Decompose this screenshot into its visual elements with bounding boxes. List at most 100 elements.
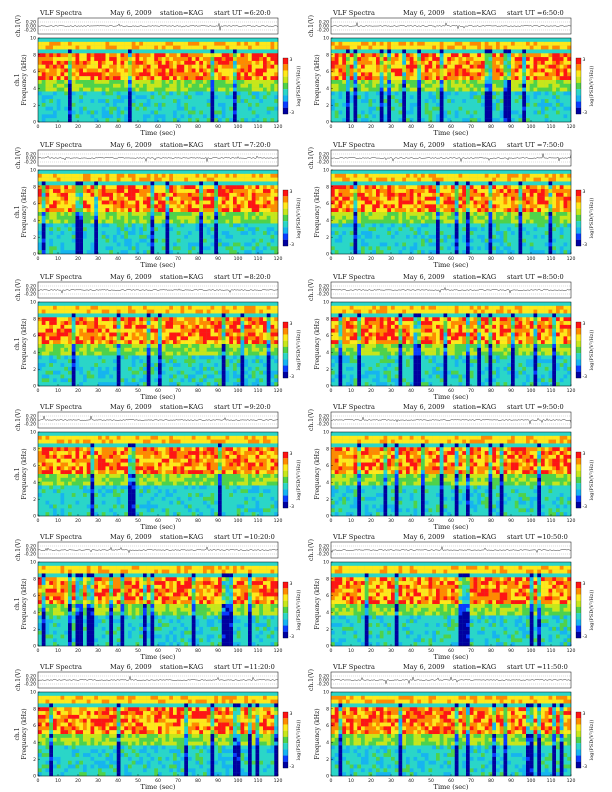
- spectrogram-cell: [158, 53, 162, 58]
- spectrogram-cell: [481, 80, 485, 84]
- spectrogram-cell: [86, 173, 91, 178]
- spectrogram-cell: [559, 38, 564, 42]
- spectrogram-cell: [86, 80, 91, 84]
- spectrogram-cell: [154, 208, 159, 213]
- spectrogram-cell: [105, 219, 110, 224]
- spectrogram-cell: [105, 223, 110, 228]
- spectrogram-cell: [94, 189, 99, 194]
- spectrogram-cell: [248, 173, 252, 178]
- spectrogram-cell: [128, 181, 132, 186]
- spectrogram-cell: [158, 64, 162, 69]
- spectrogram-cell: [244, 95, 249, 100]
- spectrogram-cell: [372, 234, 377, 239]
- spectrogram-cell: [331, 99, 335, 104]
- spectrogram-cell: [191, 238, 196, 243]
- spectrogram-cell: [105, 189, 110, 194]
- spectrogram-cell: [244, 234, 249, 239]
- spectrogram-cell: [274, 234, 279, 239]
- spectrogram-cell: [109, 242, 114, 247]
- spectrogram-cell: [552, 87, 557, 92]
- spectrogram-cell: [421, 38, 425, 42]
- spectrogram-cell: [113, 57, 117, 62]
- spectrogram-cell: [266, 185, 271, 190]
- spectrogram-cell: [248, 38, 252, 42]
- spectrogram-cell: [165, 181, 170, 186]
- spectrogram-cell: [116, 215, 121, 220]
- spectrogram-cell: [90, 91, 95, 96]
- spectrogram-cell: [86, 49, 91, 54]
- spectrogram-cell: [439, 49, 444, 54]
- spectrogram-cell: [537, 80, 542, 84]
- spectrogram-cell: [334, 72, 339, 77]
- spectrogram-cell: [391, 196, 395, 201]
- spectrogram-cell: [255, 250, 260, 255]
- spectrogram-cell: [263, 45, 267, 50]
- spectrogram-cell: [417, 72, 422, 77]
- spectrogram-cell: [56, 227, 61, 232]
- spectrogram-cell: [503, 45, 508, 50]
- spectrogram-cell: [221, 204, 226, 209]
- spectrogram-cell: [379, 41, 384, 46]
- spectrogram-cell: [143, 102, 147, 107]
- spectrogram-cell: [488, 102, 493, 107]
- spectrogram-cell: [391, 76, 395, 81]
- spectrogram-cell: [499, 72, 504, 77]
- spectrogram-cell: [424, 114, 429, 119]
- spectrogram-cell: [544, 53, 549, 58]
- spectrogram-cell: [263, 72, 267, 77]
- spectrogram-cell: [56, 53, 61, 58]
- spectrogram-cell: [143, 231, 147, 236]
- spectrogram-cell: [334, 76, 339, 81]
- spectrogram-cell: [101, 38, 106, 42]
- spectrogram-cell: [376, 53, 380, 58]
- spectrogram-cell: [71, 91, 76, 96]
- spectrogram-cell: [338, 181, 343, 186]
- spectrogram-cell: [503, 95, 508, 100]
- spectrogram-cell: [214, 185, 219, 190]
- spectrogram-cell: [522, 60, 527, 65]
- spectrogram-cell: [270, 76, 275, 81]
- spectrogram-cell: [526, 83, 530, 88]
- spectrogram-cell: [233, 208, 237, 213]
- spectrogram-cell: [101, 238, 106, 243]
- spectrogram-cell: [56, 173, 61, 178]
- spectrogram-cell: [342, 95, 347, 100]
- spectrogram-cell: [180, 60, 185, 65]
- spectrogram-cell: [101, 170, 106, 174]
- spectrogram-cell: [218, 64, 222, 69]
- spectrogram-cell: [372, 189, 377, 194]
- spectrogram-cell: [214, 41, 219, 46]
- spectrogram-cell: [413, 83, 418, 88]
- spectrogram-cell: [334, 68, 339, 73]
- spectrogram-cell: [75, 106, 80, 111]
- spectrogram-cell: [424, 57, 429, 62]
- spectrogram-cell: [45, 95, 50, 100]
- spectrogram-cell: [94, 238, 99, 243]
- spectrogram-cell: [240, 231, 245, 236]
- spectrogram-cell: [173, 60, 177, 65]
- spectrogram-cell: [68, 208, 72, 213]
- spectrogram-cell: [45, 196, 50, 201]
- spectrogram-cell: [251, 234, 256, 239]
- spectrogram-cell: [270, 234, 275, 239]
- spectrogram-cell: [488, 49, 493, 54]
- spectrogram-cell: [210, 223, 215, 228]
- spectrogram-cell: [109, 83, 114, 88]
- spectrogram-cell: [439, 41, 444, 46]
- spectrogram-cell: [154, 114, 159, 119]
- spectrogram-cell: [270, 99, 275, 104]
- spectrogram-cell: [331, 170, 335, 174]
- spectrogram-cell: [533, 87, 538, 92]
- spectrogram-cell: [131, 231, 136, 236]
- spectrogram-cell: [248, 80, 252, 84]
- spectrogram-cell: [522, 102, 527, 107]
- spectrogram-cell: [529, 106, 534, 111]
- spectrogram-cell: [135, 49, 140, 54]
- spectrogram-cell: [83, 212, 87, 216]
- spectrogram-cell: [406, 110, 410, 115]
- spectrogram-cell: [342, 114, 347, 119]
- spectrogram-cell: [334, 177, 339, 182]
- spectrogram-cell: [394, 212, 399, 216]
- spectrogram-cell: [496, 64, 500, 69]
- spectrogram-cell: [184, 223, 189, 228]
